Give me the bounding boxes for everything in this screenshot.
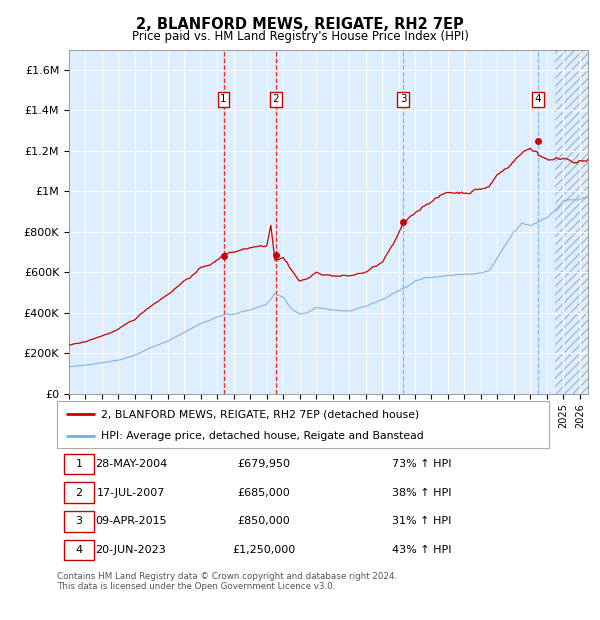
Text: 1: 1 <box>220 94 227 105</box>
FancyBboxPatch shape <box>64 453 94 474</box>
FancyBboxPatch shape <box>64 482 94 503</box>
Text: £850,000: £850,000 <box>237 516 290 526</box>
Text: 1: 1 <box>76 459 83 469</box>
Text: 2, BLANFORD MEWS, REIGATE, RH2 7EP (detached house): 2, BLANFORD MEWS, REIGATE, RH2 7EP (deta… <box>101 409 419 419</box>
Text: 09-APR-2015: 09-APR-2015 <box>95 516 167 526</box>
Text: Price paid vs. HM Land Registry's House Price Index (HPI): Price paid vs. HM Land Registry's House … <box>131 30 469 43</box>
Text: Contains HM Land Registry data © Crown copyright and database right 2024.: Contains HM Land Registry data © Crown c… <box>57 572 397 581</box>
Text: 20-JUN-2023: 20-JUN-2023 <box>95 545 166 555</box>
Text: 43% ↑ HPI: 43% ↑ HPI <box>392 545 451 555</box>
Text: 4: 4 <box>76 545 83 555</box>
Text: 73% ↑ HPI: 73% ↑ HPI <box>392 459 451 469</box>
FancyBboxPatch shape <box>64 539 94 560</box>
Bar <box>555 50 588 394</box>
Text: 17-JUL-2007: 17-JUL-2007 <box>97 487 165 497</box>
Text: HPI: Average price, detached house, Reigate and Banstead: HPI: Average price, detached house, Reig… <box>101 431 424 441</box>
Text: 3: 3 <box>76 516 83 526</box>
Text: 2: 2 <box>272 94 279 105</box>
Text: 31% ↑ HPI: 31% ↑ HPI <box>392 516 451 526</box>
Text: 28-MAY-2004: 28-MAY-2004 <box>95 459 167 469</box>
Text: £679,950: £679,950 <box>237 459 290 469</box>
Text: £685,000: £685,000 <box>237 487 290 497</box>
Text: 2, BLANFORD MEWS, REIGATE, RH2 7EP: 2, BLANFORD MEWS, REIGATE, RH2 7EP <box>136 17 464 32</box>
Bar <box>555 50 588 394</box>
Text: 38% ↑ HPI: 38% ↑ HPI <box>392 487 451 497</box>
Text: 2: 2 <box>76 487 83 497</box>
Text: 3: 3 <box>400 94 406 105</box>
Text: This data is licensed under the Open Government Licence v3.0.: This data is licensed under the Open Gov… <box>57 582 335 591</box>
Text: 4: 4 <box>535 94 541 105</box>
FancyBboxPatch shape <box>64 511 94 531</box>
Text: £1,250,000: £1,250,000 <box>232 545 295 555</box>
